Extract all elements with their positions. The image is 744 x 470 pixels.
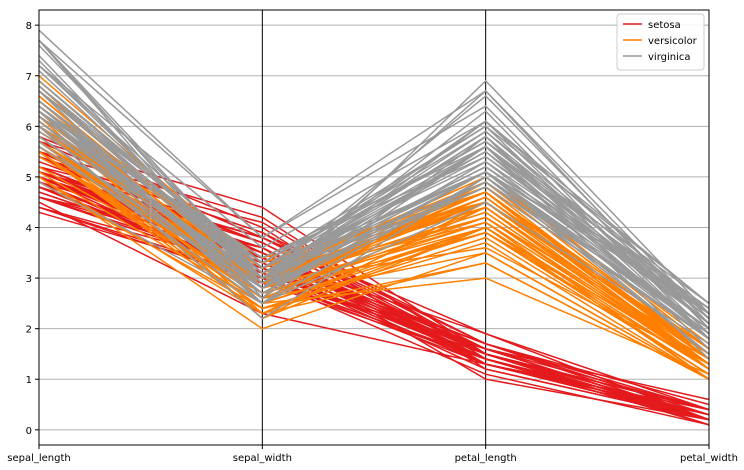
x-tick-label-sepal_width: sepal_width bbox=[233, 453, 292, 464]
x-tick-labels: sepal_length sepal_width petal_length petal… bbox=[7, 445, 738, 464]
y-tick-label: 2 bbox=[26, 325, 32, 336]
series-line-virginica bbox=[38, 181, 710, 345]
series-line-versicolor bbox=[38, 171, 710, 375]
series-line-virginica bbox=[38, 90, 710, 305]
series-lines bbox=[38, 29, 710, 426]
x-tick-label-sepal_length: sepal_length bbox=[7, 453, 71, 464]
series-line-virginica bbox=[38, 130, 710, 340]
x-tick-label-petal_width: petal_width bbox=[680, 453, 738, 464]
legend: setosa versicolor virginica bbox=[616, 13, 705, 71]
series-line-virginica bbox=[38, 100, 710, 330]
series-line-virginica bbox=[38, 39, 710, 330]
y-tick-label: 5 bbox=[26, 173, 32, 184]
legend-label-setosa: setosa bbox=[648, 20, 681, 31]
y-tick-label: 6 bbox=[26, 122, 32, 133]
y-tick-label: 0 bbox=[26, 426, 32, 437]
series-line-versicolor bbox=[38, 150, 710, 365]
y-tick-label: 3 bbox=[26, 274, 32, 285]
y-tick-label: 4 bbox=[26, 224, 32, 235]
series-line-versicolor bbox=[38, 176, 710, 380]
y-tick-label: 7 bbox=[26, 72, 32, 83]
legend-label-versicolor: versicolor bbox=[648, 36, 698, 47]
series-line-versicolor bbox=[38, 150, 710, 380]
y-tick-labels: 0 1 2 3 4 5 6 7 8 bbox=[26, 21, 39, 437]
series-line-virginica bbox=[38, 105, 710, 320]
series-line-virginica bbox=[38, 115, 710, 315]
y-tick-label: 8 bbox=[26, 21, 32, 32]
series-line-virginica bbox=[38, 90, 710, 310]
x-tick-label-petal_length: petal_length bbox=[455, 453, 517, 464]
y-tick-label: 1 bbox=[26, 375, 32, 386]
series-line-virginica bbox=[38, 135, 710, 335]
series-line-virginica bbox=[38, 65, 710, 304]
series-line-virginica bbox=[38, 39, 710, 320]
series-virginica bbox=[38, 29, 710, 360]
series-line-virginica bbox=[38, 125, 710, 355]
legend-label-virginica: virginica bbox=[648, 52, 691, 63]
